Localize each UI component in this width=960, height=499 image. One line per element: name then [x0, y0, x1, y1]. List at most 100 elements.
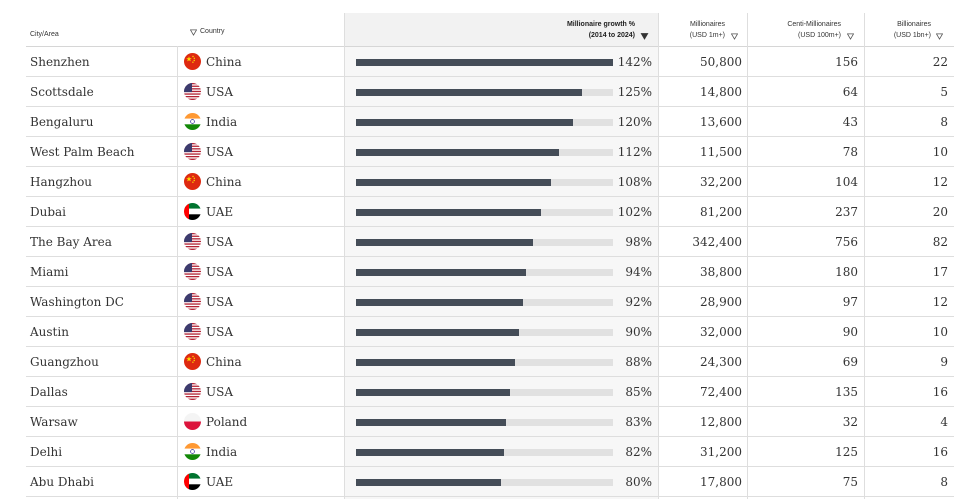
header-billionaires-line1[interactable]: Billionaires	[897, 21, 931, 28]
centi-millionaires-cell: 135	[835, 385, 858, 399]
table-row[interactable]: Hangzhou China 108% 32,200 104 12	[0, 167, 960, 197]
billionaires-cell: 20	[932, 205, 948, 219]
growth-value: 82%	[625, 445, 652, 459]
city-cell: Austin	[30, 325, 69, 339]
table-row[interactable]: Abu Dhabi UAE 80% 17,800 75 8	[0, 467, 960, 497]
country-cell: USA	[206, 385, 233, 399]
millionaires-cell: 32,200	[700, 175, 742, 189]
growth-bar-track	[356, 269, 613, 276]
city-cell: Abu Dhabi	[30, 475, 94, 489]
table-row[interactable]: Warsaw Poland 83% 12,800 32 4	[0, 407, 960, 437]
city-cell: West Palm Beach	[30, 145, 135, 159]
header-growth-line2[interactable]: (2014 to 2024)	[588, 32, 635, 39]
growth-bar-track	[356, 179, 613, 186]
city-cell: Hangzhou	[30, 175, 93, 189]
sort-filter-icon[interactable]	[190, 29, 197, 36]
table-header: City/Area Country Millionaire growth % (…	[0, 0, 960, 46]
table-row[interactable]: Scottsdale USA 125% 14,800 64 5	[0, 77, 960, 107]
country-cell: Poland	[206, 415, 248, 429]
growth-bar-fill	[356, 359, 515, 366]
centi-millionaires-cell: 97	[842, 295, 858, 309]
growth-value: 92%	[625, 295, 652, 309]
usa-flag-icon	[184, 83, 201, 100]
billionaires-cell: 82	[932, 235, 948, 249]
billionaires-cell: 10	[932, 145, 948, 159]
column-divider	[177, 46, 178, 499]
row-divider	[26, 466, 954, 467]
india-flag-icon	[184, 113, 201, 130]
header-billionaires-line2[interactable]: (USD 1bn+)	[893, 32, 931, 39]
header-centi-line2[interactable]: (USD 100m+)	[798, 32, 841, 39]
header-millionaires-line1[interactable]: Millionaires	[689, 21, 725, 28]
usa-flag-icon	[184, 263, 201, 280]
growth-bar-track	[356, 419, 613, 426]
city-cell: Delhi	[30, 445, 63, 459]
growth-value: 102%	[617, 205, 652, 219]
header-millionaires-line2[interactable]: (USD 1m+)	[689, 32, 725, 39]
sort-filter-icon[interactable]	[731, 33, 738, 40]
growth-bar-fill	[356, 119, 573, 126]
header-city[interactable]: City/Area	[30, 31, 59, 38]
growth-value: 88%	[625, 355, 652, 369]
millionaires-cell: 12,800	[700, 415, 742, 429]
centi-millionaires-cell: 90	[842, 325, 858, 339]
header-centi-line1[interactable]: Centi-Millionaires	[787, 21, 841, 28]
table-row[interactable]: Austin USA 90% 32,000 90 10	[0, 317, 960, 347]
billionaires-cell: 12	[932, 175, 948, 189]
growth-value: 125%	[617, 85, 652, 99]
growth-value: 120%	[617, 115, 652, 129]
growth-bar-fill	[356, 479, 501, 486]
growth-bar-fill	[356, 179, 551, 186]
growth-bar-track	[356, 359, 613, 366]
row-divider	[26, 256, 954, 257]
millionaires-cell: 72,400	[700, 385, 742, 399]
growth-bar-track	[356, 89, 613, 96]
sort-descending-icon[interactable]	[640, 32, 649, 41]
sort-filter-icon[interactable]	[936, 33, 943, 40]
millionaires-cell: 38,800	[700, 265, 742, 279]
growth-bar-track	[356, 449, 613, 456]
country-cell: USA	[206, 145, 233, 159]
table-row[interactable]: Guangzhou China 88% 24,300 69 9	[0, 347, 960, 377]
centi-millionaires-cell: 104	[835, 175, 858, 189]
country-cell: India	[206, 445, 238, 459]
table-row[interactable]: Shenzhen China 142% 50,800 156 22	[0, 47, 960, 77]
billionaires-cell: 9	[940, 355, 948, 369]
growth-bar-fill	[356, 419, 506, 426]
header-country[interactable]: Country	[200, 28, 225, 35]
table-row[interactable]: Bengaluru India 120% 13,600 43 8	[0, 107, 960, 137]
table-row[interactable]: Miami USA 94% 38,800 180 17	[0, 257, 960, 287]
millionaires-cell: 13,600	[700, 115, 742, 129]
row-divider	[26, 436, 954, 437]
table-row[interactable]: Delhi India 82% 31,200 125 16	[0, 437, 960, 467]
table-row[interactable]: Dubai UAE 102% 81,200 237 20	[0, 197, 960, 227]
centi-millionaires-cell: 32	[842, 415, 858, 429]
table-row[interactable]: The Bay Area USA 98% 342,400 756 82	[0, 227, 960, 257]
city-cell: Bengaluru	[30, 115, 94, 129]
row-divider	[26, 106, 954, 107]
growth-value: 108%	[617, 175, 652, 189]
growth-value: 83%	[625, 415, 652, 429]
usa-flag-icon	[184, 143, 201, 160]
millionaires-cell: 28,900	[700, 295, 742, 309]
country-cell: USA	[206, 235, 233, 249]
country-cell: China	[206, 355, 242, 369]
growth-value: 142%	[617, 55, 652, 69]
table-row[interactable]: Dallas USA 85% 72,400 135 16	[0, 377, 960, 407]
header-growth-line1[interactable]: Millionaire growth %	[566, 21, 635, 28]
growth-value: 85%	[625, 385, 652, 399]
millionaires-cell: 50,800	[700, 55, 742, 69]
growth-bar-fill	[356, 209, 541, 216]
usa-flag-icon	[184, 293, 201, 310]
uae-flag-icon	[184, 203, 201, 220]
billionaires-cell: 8	[940, 475, 948, 489]
growth-bar-fill	[356, 329, 519, 336]
table-row[interactable]: West Palm Beach USA 112% 11,500 78 10	[0, 137, 960, 167]
city-cell: Dallas	[30, 385, 68, 399]
row-divider	[26, 76, 954, 77]
millionaires-cell: 24,300	[700, 355, 742, 369]
row-divider	[26, 496, 954, 497]
row-divider	[26, 166, 954, 167]
sort-filter-icon[interactable]	[847, 33, 854, 40]
table-row[interactable]: Washington DC USA 92% 28,900 97 12	[0, 287, 960, 317]
